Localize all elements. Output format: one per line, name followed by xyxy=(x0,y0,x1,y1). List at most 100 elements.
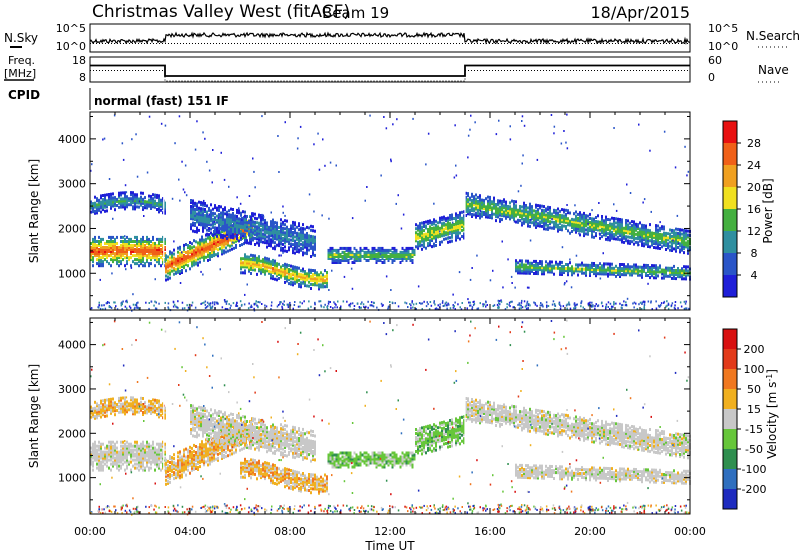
data-cell xyxy=(102,262,104,266)
ground-cell xyxy=(187,306,190,309)
noise-cell xyxy=(613,127,615,129)
data-cell xyxy=(641,239,643,243)
data-cell xyxy=(158,254,160,258)
data-cell xyxy=(603,272,605,276)
data-cell xyxy=(162,258,164,262)
data-cell xyxy=(128,199,130,203)
data-cell xyxy=(471,215,473,218)
data-cell xyxy=(467,200,469,204)
data-cell xyxy=(156,260,158,264)
data-cell xyxy=(154,264,156,268)
data-cell xyxy=(395,253,398,256)
data-cell xyxy=(371,246,374,250)
data-cell xyxy=(623,269,625,273)
data-cell xyxy=(431,245,433,249)
noise-cell xyxy=(254,186,256,189)
ground-cell xyxy=(303,300,305,303)
ground-cell xyxy=(204,303,207,306)
data-cell xyxy=(363,255,366,258)
data-cell xyxy=(467,192,469,196)
data-cell xyxy=(617,268,619,272)
data-cell xyxy=(599,266,601,270)
noise-cell xyxy=(265,305,268,308)
data-cell xyxy=(191,250,193,254)
ground-cell xyxy=(566,307,568,310)
data-cell xyxy=(108,254,110,258)
data-cell xyxy=(200,219,202,223)
ground-cell xyxy=(684,307,687,310)
data-cell xyxy=(611,272,613,276)
data-cell xyxy=(158,240,160,243)
data-cell xyxy=(134,258,136,262)
ground-cell xyxy=(324,303,326,306)
data-cell xyxy=(589,263,591,267)
data-cell xyxy=(308,238,310,242)
data-cell xyxy=(633,236,635,240)
data-cell xyxy=(280,226,282,230)
data-cell xyxy=(225,242,227,246)
ground-cell xyxy=(239,300,242,303)
ground-cell xyxy=(362,303,365,306)
data-cell xyxy=(94,205,96,209)
data-cell xyxy=(645,234,647,238)
data-cell xyxy=(625,271,627,275)
data-cell xyxy=(181,252,183,256)
noise-cell xyxy=(125,191,128,194)
data-cell xyxy=(120,252,122,256)
data-cell xyxy=(98,252,100,256)
data-cell xyxy=(208,219,210,222)
data-cell xyxy=(92,242,94,245)
data-cell xyxy=(357,253,360,256)
data-cell xyxy=(555,266,557,270)
data-cell xyxy=(619,224,621,228)
data-cell xyxy=(192,221,194,225)
data-cell xyxy=(419,244,421,248)
data-cell xyxy=(547,268,549,272)
data-cell xyxy=(250,261,252,265)
data-cell xyxy=(100,196,102,200)
ground-cell xyxy=(643,304,646,306)
data-cell xyxy=(280,224,282,228)
data-cell xyxy=(114,196,116,200)
data-cell xyxy=(649,276,651,280)
ground-cell xyxy=(97,306,99,309)
data-cell xyxy=(258,213,260,217)
data-cell xyxy=(114,202,116,206)
data-cell xyxy=(535,272,537,275)
data-cell xyxy=(106,452,108,456)
data-cell xyxy=(171,257,173,261)
data-cell xyxy=(112,248,114,251)
data-cell xyxy=(132,193,134,197)
data-cell xyxy=(579,211,581,215)
data-cell xyxy=(495,213,497,216)
data-cell xyxy=(314,245,316,249)
data-cell xyxy=(209,256,211,259)
data-cell xyxy=(246,241,248,245)
ground-cell xyxy=(591,304,593,307)
data-cell xyxy=(561,264,563,268)
ground-cell xyxy=(348,303,351,306)
date-title: 18/Apr/2015 xyxy=(590,3,690,22)
ground-cell xyxy=(623,300,625,303)
ground-cell xyxy=(209,304,211,307)
data-cell xyxy=(160,208,162,212)
data-cell xyxy=(300,283,302,287)
data-cell xyxy=(451,215,453,219)
data-cell xyxy=(545,264,547,268)
ground-cell xyxy=(326,308,329,310)
data-cell xyxy=(429,235,431,239)
data-cell xyxy=(569,267,571,271)
data-cell xyxy=(489,195,491,199)
data-cell xyxy=(92,450,94,454)
data-cell xyxy=(258,237,260,241)
data-cell xyxy=(479,214,481,218)
data-cell xyxy=(545,221,547,225)
data-cell xyxy=(258,243,260,247)
ground-cell xyxy=(523,300,526,303)
data-cell xyxy=(290,230,292,234)
ground-cell xyxy=(591,305,593,308)
data-cell xyxy=(451,235,453,239)
data-cell xyxy=(235,245,237,249)
data-cell xyxy=(423,225,425,228)
data-cell xyxy=(256,225,258,229)
